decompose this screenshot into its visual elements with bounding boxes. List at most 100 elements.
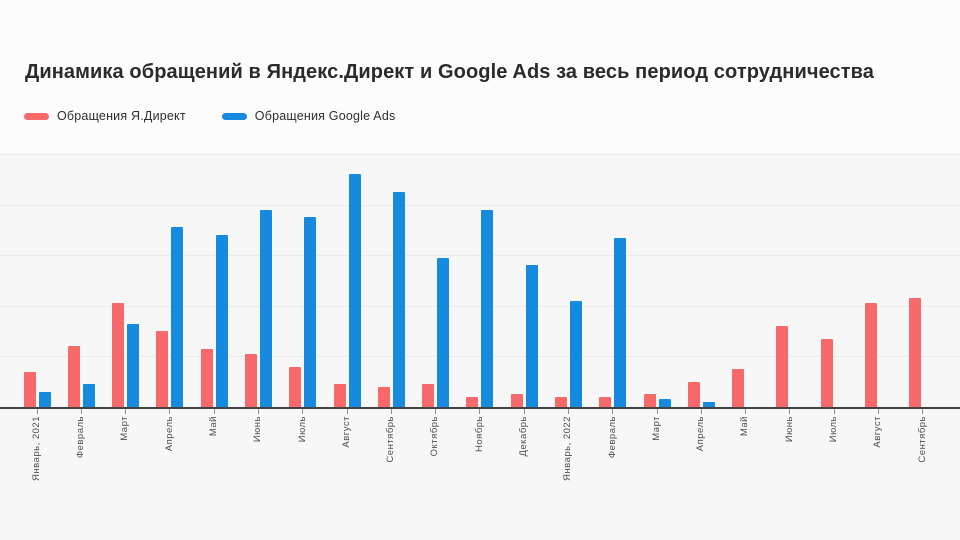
- x-axis-label: Июль: [827, 416, 839, 443]
- x-axis-cell: Май: [192, 409, 236, 481]
- bar-yadirect: [599, 396, 612, 407]
- bar-group: [104, 154, 148, 407]
- bar-googleads: [570, 300, 583, 407]
- bar-yadirect: [466, 396, 479, 407]
- x-axis-tick: [125, 409, 127, 414]
- x-axis-cell: Февраль: [59, 409, 103, 481]
- x-axis-cell: Май: [724, 409, 768, 481]
- bar-googleads: [437, 257, 450, 407]
- x-axis-tick: [346, 409, 348, 414]
- bar-group: [369, 154, 413, 407]
- bar-yadirect: [156, 331, 169, 407]
- x-axis-cell: Июль: [281, 409, 325, 481]
- x-axis-tick: [877, 409, 879, 414]
- x-axis-cell: Апрель: [679, 409, 723, 481]
- x-axis-cell: Март: [104, 409, 148, 481]
- bar-yadirect: [67, 346, 80, 407]
- x-axis-label: Июль: [296, 416, 308, 443]
- x-axis-cell: Сентябрь: [369, 409, 413, 481]
- x-axis-cell: Январь, 2022: [546, 409, 590, 481]
- x-axis-label: Март: [119, 416, 131, 441]
- bar-yadirect: [732, 369, 745, 407]
- bar-yadirect: [909, 298, 922, 407]
- bar-googleads: [614, 237, 627, 407]
- x-axis-label: Май: [208, 416, 220, 437]
- x-axis-tick: [568, 409, 570, 414]
- legend-label-yadirect: Обращения Я.Директ: [57, 109, 186, 123]
- bar-group: [458, 154, 502, 407]
- x-axis-label: Сентябрь: [385, 416, 397, 463]
- x-axis-cell: Февраль: [591, 409, 635, 481]
- legend-swatch-yadirect-icon: [24, 112, 49, 120]
- bar-group: [15, 154, 59, 407]
- bar-group: [679, 154, 723, 407]
- plot-area: [0, 154, 960, 409]
- gridline: [0, 204, 960, 206]
- x-axis-label: Декабрь: [518, 416, 530, 457]
- bar-group: [192, 154, 236, 407]
- bar-googleads: [171, 227, 184, 407]
- x-axis-label: Июнь: [252, 416, 264, 443]
- bar-googleads: [215, 235, 228, 407]
- x-axis-label: Октябрь: [429, 416, 441, 457]
- x-axis-cell: Сентябрь: [901, 409, 945, 481]
- x-axis-tick: [745, 409, 747, 414]
- x-axis-cell: Июнь: [768, 409, 812, 481]
- bar-googleads: [481, 209, 494, 407]
- x-axis-tick: [656, 409, 658, 414]
- x-axis-cell: Август: [325, 409, 369, 481]
- x-axis-cell: Апрель: [148, 409, 192, 481]
- x-axis-tick: [36, 409, 38, 414]
- bar-group: [856, 154, 900, 407]
- x-axis-cell: Ноябрь: [458, 409, 502, 481]
- legend-label-googleads: Обращения Google Ads: [254, 109, 396, 123]
- legend-item-yadirect: Обращения Я.Директ: [24, 109, 186, 123]
- x-axis-cell: Октябрь: [414, 409, 458, 481]
- x-axis-label: Февраль: [606, 416, 618, 459]
- x-axis-label: Февраль: [75, 416, 87, 459]
- x-axis-label: Апрель: [695, 416, 707, 452]
- bar-yadirect: [820, 338, 833, 407]
- bar-yadirect: [643, 394, 656, 407]
- x-axis-cell: Март: [635, 409, 679, 481]
- bar-group: [768, 154, 812, 407]
- bar-googleads: [658, 399, 671, 407]
- bar-group: [724, 154, 768, 407]
- bar-googleads: [348, 174, 361, 407]
- x-axis-label: Май: [739, 416, 751, 437]
- bar-yadirect: [23, 371, 36, 407]
- bar-group: [148, 154, 192, 407]
- bar-group: [59, 154, 103, 407]
- bar-yadirect: [776, 326, 789, 407]
- bar-group: [635, 154, 679, 407]
- x-axis-tick: [789, 409, 791, 414]
- x-axis-label: Апрель: [163, 416, 175, 452]
- bar-yadirect: [112, 303, 125, 407]
- gridline: [0, 305, 960, 307]
- x-axis-cell: Август: [856, 409, 900, 481]
- bar-googleads: [304, 217, 317, 407]
- bar-googleads: [525, 265, 538, 407]
- x-axis-label: Июнь: [783, 416, 795, 443]
- x-axis-tick: [435, 409, 437, 414]
- bar-googleads: [260, 209, 273, 407]
- x-axis-tick: [213, 409, 215, 414]
- bar-yadirect: [245, 353, 258, 407]
- x-axis-tick: [169, 409, 171, 414]
- bar-group: [591, 154, 635, 407]
- bar-group: [414, 154, 458, 407]
- gridline: [0, 356, 960, 358]
- bar-group: [325, 154, 369, 407]
- x-axis-label: Сентябрь: [916, 416, 928, 463]
- bar-group: [236, 154, 280, 407]
- x-axis-cell: Июнь: [236, 409, 280, 481]
- legend: Обращения Я.Директ Обращения Google Ads: [24, 109, 395, 123]
- bar-yadirect: [422, 384, 435, 407]
- bar-yadirect: [333, 384, 346, 407]
- bar-googleads: [392, 192, 405, 407]
- x-axis-label: Январь, 2022: [562, 416, 574, 481]
- x-axis-tick: [833, 409, 835, 414]
- bar-yadirect: [864, 303, 877, 407]
- x-axis-label: Август: [872, 416, 884, 448]
- legend-swatch-googleads-icon: [221, 112, 247, 120]
